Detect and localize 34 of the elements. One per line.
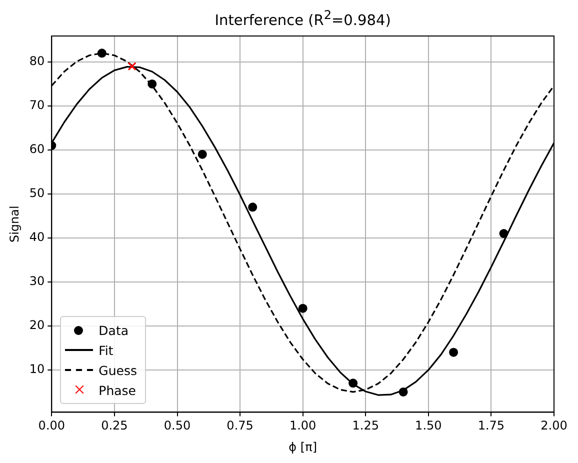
x-tick-label: 1.50: [415, 418, 442, 433]
x-tick-label: 2.00: [540, 418, 568, 433]
x-tick-label: 1.25: [352, 418, 379, 433]
x-tick-label: 0.00: [38, 418, 66, 433]
x-tick-label: 1.75: [478, 418, 505, 433]
y-tick-label: 10: [29, 362, 45, 376]
point: [449, 348, 458, 357]
point: [248, 202, 258, 212]
legend-label: Data: [98, 322, 129, 338]
legend-label: Fit: [98, 342, 114, 358]
point: [348, 378, 358, 388]
chart-title: Interference (R$^{2}$=0.984): [214, 8, 392, 29]
point: [148, 79, 157, 88]
point: [128, 62, 136, 71]
y-tick-label: 40: [29, 230, 45, 244]
x-tick-label: 0.25: [101, 418, 128, 433]
y-tick-label: 80: [29, 54, 45, 68]
x-tick-label: 1.00: [289, 418, 316, 433]
y-tick-label: 50: [29, 186, 45, 200]
y-tick-label: 60: [29, 142, 45, 156]
y-tick-label: 30: [29, 274, 45, 288]
point: [198, 150, 207, 159]
point: [398, 387, 408, 396]
point: [298, 304, 308, 313]
legend-label: Phase: [98, 382, 136, 398]
y-tick-label: 70: [29, 98, 45, 112]
x-tick-label: 0.50: [164, 418, 191, 433]
y-tick-label: 20: [29, 318, 45, 332]
y-axis-title: Signal: [7, 206, 22, 243]
point: [97, 48, 106, 58]
legend-label: Guess: [98, 362, 137, 378]
x-axis-title: ϕ [π]: [288, 440, 317, 454]
point: [499, 229, 508, 238]
x-tick-label: 0.75: [226, 418, 254, 433]
